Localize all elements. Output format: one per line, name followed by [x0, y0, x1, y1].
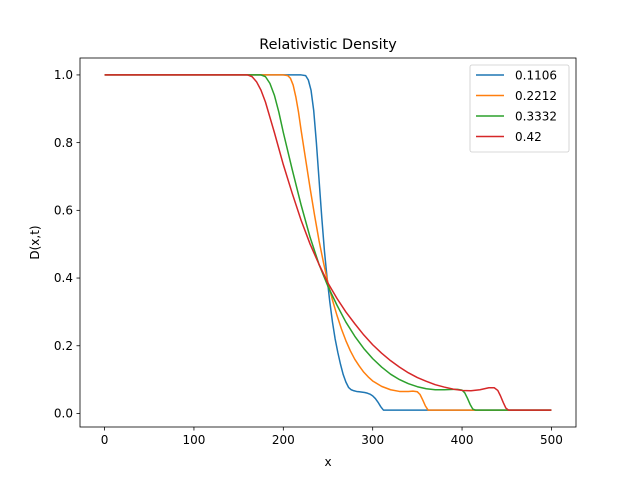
legend-label: 0.2212 — [515, 89, 557, 103]
plot-area — [79, 57, 577, 428]
legend-frame — [469, 64, 570, 153]
series-layer — [104, 74, 552, 411]
chart-title: Relativistic Density — [259, 37, 397, 53]
legend-label: 0.3332 — [515, 109, 557, 123]
x-tick-label: 300 — [361, 433, 384, 447]
x-axis: 0 100 200 300 400 500 — [101, 427, 563, 447]
y-axis-label: D(x,t) — [28, 225, 42, 259]
y-tick-label: 0.2 — [54, 339, 73, 353]
legend: 0.1106 0.2212 0.3332 0.42 — [469, 64, 570, 153]
y-tick-label: 0.0 — [54, 407, 73, 421]
series-line-0 — [104, 74, 552, 411]
x-tick-label: 400 — [451, 433, 474, 447]
legend-label: 0.1106 — [515, 68, 557, 82]
y-tick-label: 0.4 — [54, 271, 73, 285]
y-tick-label: 1.0 — [54, 68, 73, 82]
y-tick-label: 0.6 — [54, 204, 73, 218]
y-tick-label: 0.8 — [54, 136, 73, 150]
x-axis-label: x — [324, 455, 331, 469]
x-tick-label: 100 — [182, 433, 205, 447]
series-line-3 — [104, 74, 552, 411]
x-tick-label: 500 — [540, 433, 563, 447]
axes-frame — [79, 57, 577, 428]
x-tick-label: 200 — [272, 433, 295, 447]
legend-label: 0.42 — [515, 130, 542, 144]
y-axis: 0.0 0.2 0.4 0.6 0.8 1.0 — [54, 68, 80, 421]
series-line-2 — [104, 74, 552, 411]
series-line-1 — [104, 74, 552, 411]
x-tick-label: 0 — [101, 433, 109, 447]
